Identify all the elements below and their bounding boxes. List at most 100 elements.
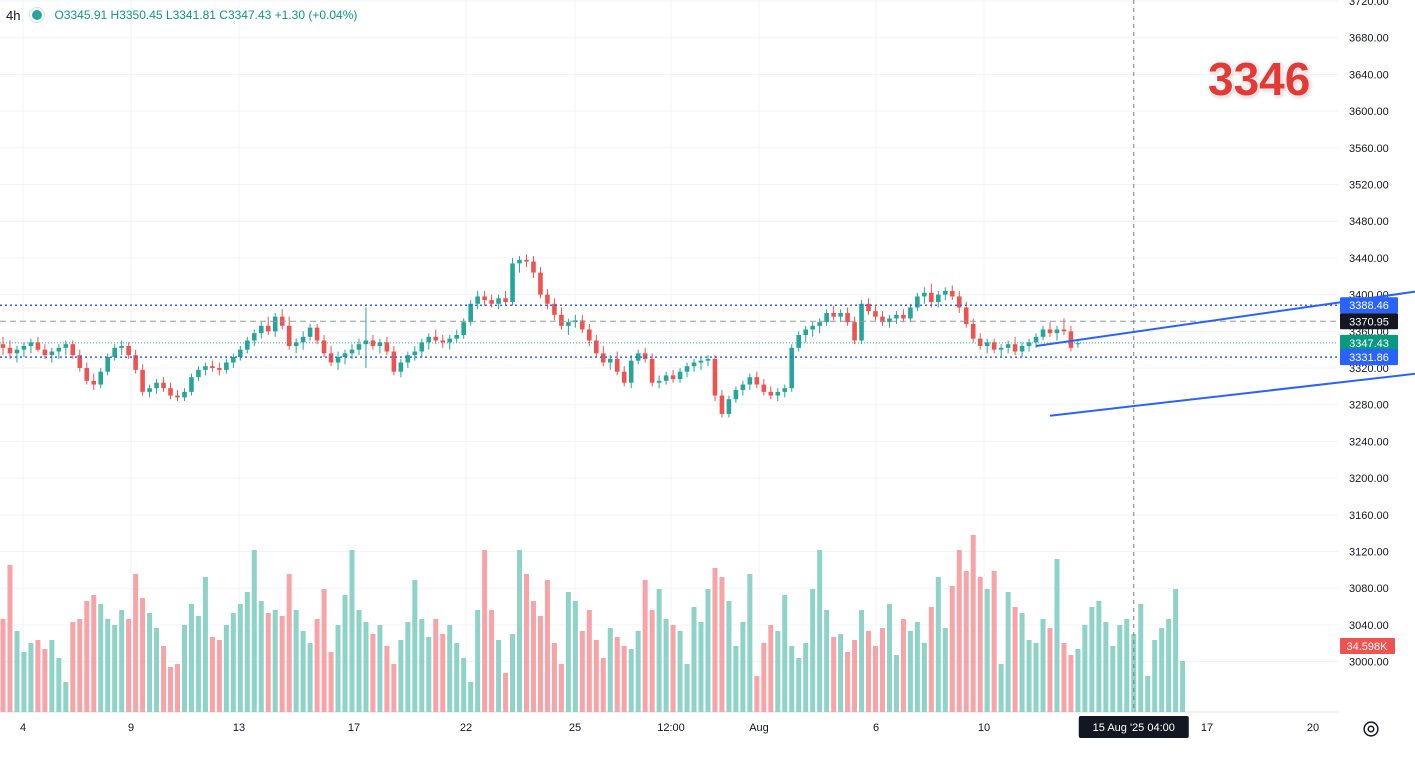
candle: [91, 373, 97, 391]
volume-bar: [824, 610, 830, 712]
y-tick-label: 3200.00: [1349, 473, 1389, 485]
candle: [189, 373, 194, 396]
gear-icon[interactable]: [1360, 718, 1382, 740]
candle-body: [970, 323, 976, 339]
volume-bar: [112, 625, 118, 712]
volume-bar: [586, 610, 592, 712]
volume-bar: [859, 610, 865, 712]
candle: [245, 336, 250, 354]
volume-bar: [537, 616, 543, 712]
candle: [77, 349, 83, 372]
x-tick-label: 20: [1307, 722, 1319, 734]
volume-bar: [740, 622, 746, 712]
candle: [440, 334, 446, 348]
candle-body: [894, 314, 899, 319]
candle-body: [440, 340, 446, 343]
volume-bar: [928, 607, 934, 712]
candle-body: [587, 329, 592, 341]
candle: [258, 322, 264, 339]
candle-body: [300, 336, 306, 343]
candle: [14, 346, 20, 363]
candle-body: [203, 366, 208, 370]
volume-bar: [349, 550, 355, 712]
volume-bar: [1096, 601, 1102, 712]
price-axis-label: 3370.95: [1340, 313, 1398, 330]
candle-body: [28, 342, 34, 347]
candle-body: [936, 294, 941, 302]
candle: [796, 331, 802, 352]
candle: [726, 395, 732, 418]
volume-bar: [35, 640, 41, 712]
candle-body: [649, 358, 655, 383]
volume-bar: [942, 628, 948, 712]
volume-bar: [530, 601, 536, 712]
candle: [1026, 338, 1032, 352]
candle-body: [880, 316, 885, 323]
candle: [587, 323, 592, 347]
price-label-bg: [1340, 297, 1398, 314]
volume-bar: [1180, 661, 1186, 712]
volume-bar: [42, 649, 48, 712]
candle-body: [677, 371, 683, 380]
x-tick-label: 13: [233, 722, 245, 734]
volume-bar: [237, 604, 243, 712]
crosshair-time-label: 15 Aug '25 04:00: [1078, 716, 1189, 738]
volume-bar: [405, 622, 411, 712]
candle: [789, 344, 795, 392]
candle: [740, 380, 746, 396]
timeframe-label[interactable]: 4h: [6, 7, 21, 23]
volume-bar: [761, 643, 767, 712]
candle-body: [594, 340, 599, 354]
candle-body: [496, 298, 501, 304]
candle-body: [545, 294, 550, 304]
candle: [936, 290, 941, 308]
candle-body: [670, 375, 676, 380]
candle-body: [1005, 344, 1011, 348]
candle-body: [210, 366, 215, 369]
candle: [433, 329, 439, 345]
volume-bar: [447, 625, 453, 712]
candle: [691, 358, 697, 372]
volume-bar: [663, 619, 669, 712]
candle: [112, 344, 117, 361]
candle: [454, 329, 459, 343]
candle-body: [635, 353, 641, 361]
candle-body: [307, 327, 313, 337]
candle-body: [915, 296, 920, 308]
crosshair-time-text: 15 Aug '25 04:00: [1093, 722, 1175, 734]
volume-bar: [991, 571, 997, 712]
candle-body: [328, 353, 334, 363]
x-tick-label: 25: [569, 722, 581, 734]
candle-body: [691, 362, 697, 367]
candle: [21, 342, 27, 358]
candle-body: [922, 292, 927, 297]
candle-body: [363, 340, 369, 345]
candle: [307, 323, 313, 341]
volume-bar: [510, 634, 516, 712]
candle: [803, 325, 808, 343]
volume-bar: [838, 634, 844, 712]
volume-bar: [14, 631, 20, 712]
volume-bar: [677, 631, 683, 712]
volume-bar: [1019, 613, 1025, 712]
candle: [231, 353, 236, 369]
candle: [642, 347, 648, 363]
candle: [251, 329, 257, 347]
price-axis-label: 3388.46: [1340, 297, 1398, 314]
candle-body: [433, 336, 439, 341]
candle: [1012, 336, 1018, 356]
volume-bar: [419, 619, 425, 712]
candle-body: [796, 334, 802, 348]
candle-body: [98, 371, 104, 385]
candle-body: [747, 377, 753, 385]
candle: [929, 283, 934, 308]
candle-body: [1075, 343, 1081, 345]
x-tick-label: 22: [460, 722, 472, 734]
y-tick-label: 3440.00: [1349, 253, 1389, 265]
y-tick-label: 3120.00: [1349, 547, 1389, 559]
volume-bar: [935, 577, 941, 712]
candle-body: [831, 312, 836, 317]
candle-body: [454, 334, 459, 339]
candle: [949, 285, 955, 301]
